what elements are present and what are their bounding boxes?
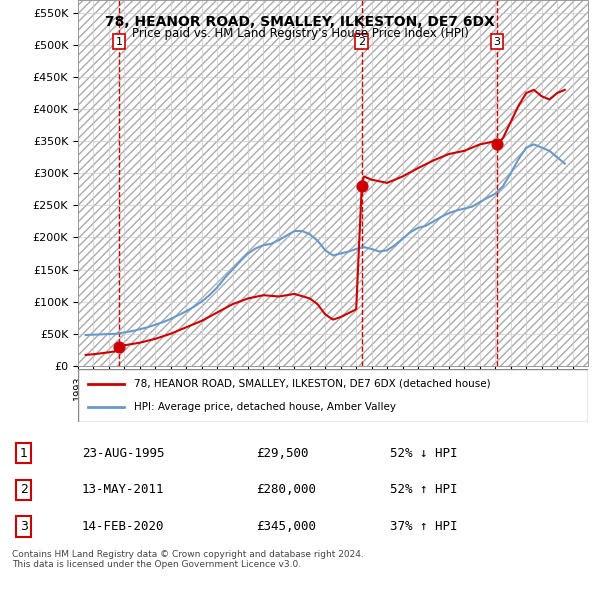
Point (114, 342, 124, 352)
Point (357, 181, 367, 191)
Point (493, 140, 502, 149)
Text: 78, HEANOR ROAD, SMALLEY, ILKESTON, DE7 6DX: 78, HEANOR ROAD, SMALLEY, ILKESTON, DE7 … (105, 15, 495, 29)
Text: 13-MAY-2011: 13-MAY-2011 (82, 483, 164, 496)
Text: £345,000: £345,000 (256, 520, 316, 533)
Text: 37% ↑ HPI: 37% ↑ HPI (391, 520, 458, 533)
Text: 2: 2 (20, 483, 28, 496)
Text: 1: 1 (115, 37, 122, 47)
Text: 1: 1 (20, 447, 28, 460)
Text: £280,000: £280,000 (256, 483, 316, 496)
Text: Contains HM Land Registry data © Crown copyright and database right 2024.
This d: Contains HM Land Registry data © Crown c… (12, 550, 364, 569)
Text: £29,500: £29,500 (256, 447, 309, 460)
Text: 23-AUG-1995: 23-AUG-1995 (82, 447, 164, 460)
FancyBboxPatch shape (78, 369, 588, 422)
Text: 2: 2 (358, 37, 365, 47)
Text: 3: 3 (20, 520, 28, 533)
Text: 52% ↑ HPI: 52% ↑ HPI (391, 483, 458, 496)
Text: HPI: Average price, detached house, Amber Valley: HPI: Average price, detached house, Ambe… (134, 402, 396, 412)
Text: Price paid vs. HM Land Registry's House Price Index (HPI): Price paid vs. HM Land Registry's House … (131, 27, 469, 40)
Text: 78, HEANOR ROAD, SMALLEY, ILKESTON, DE7 6DX (detached house): 78, HEANOR ROAD, SMALLEY, ILKESTON, DE7 … (134, 379, 491, 389)
Text: 52% ↓ HPI: 52% ↓ HPI (391, 447, 458, 460)
Text: 14-FEB-2020: 14-FEB-2020 (82, 520, 164, 533)
Text: 3: 3 (494, 37, 500, 47)
